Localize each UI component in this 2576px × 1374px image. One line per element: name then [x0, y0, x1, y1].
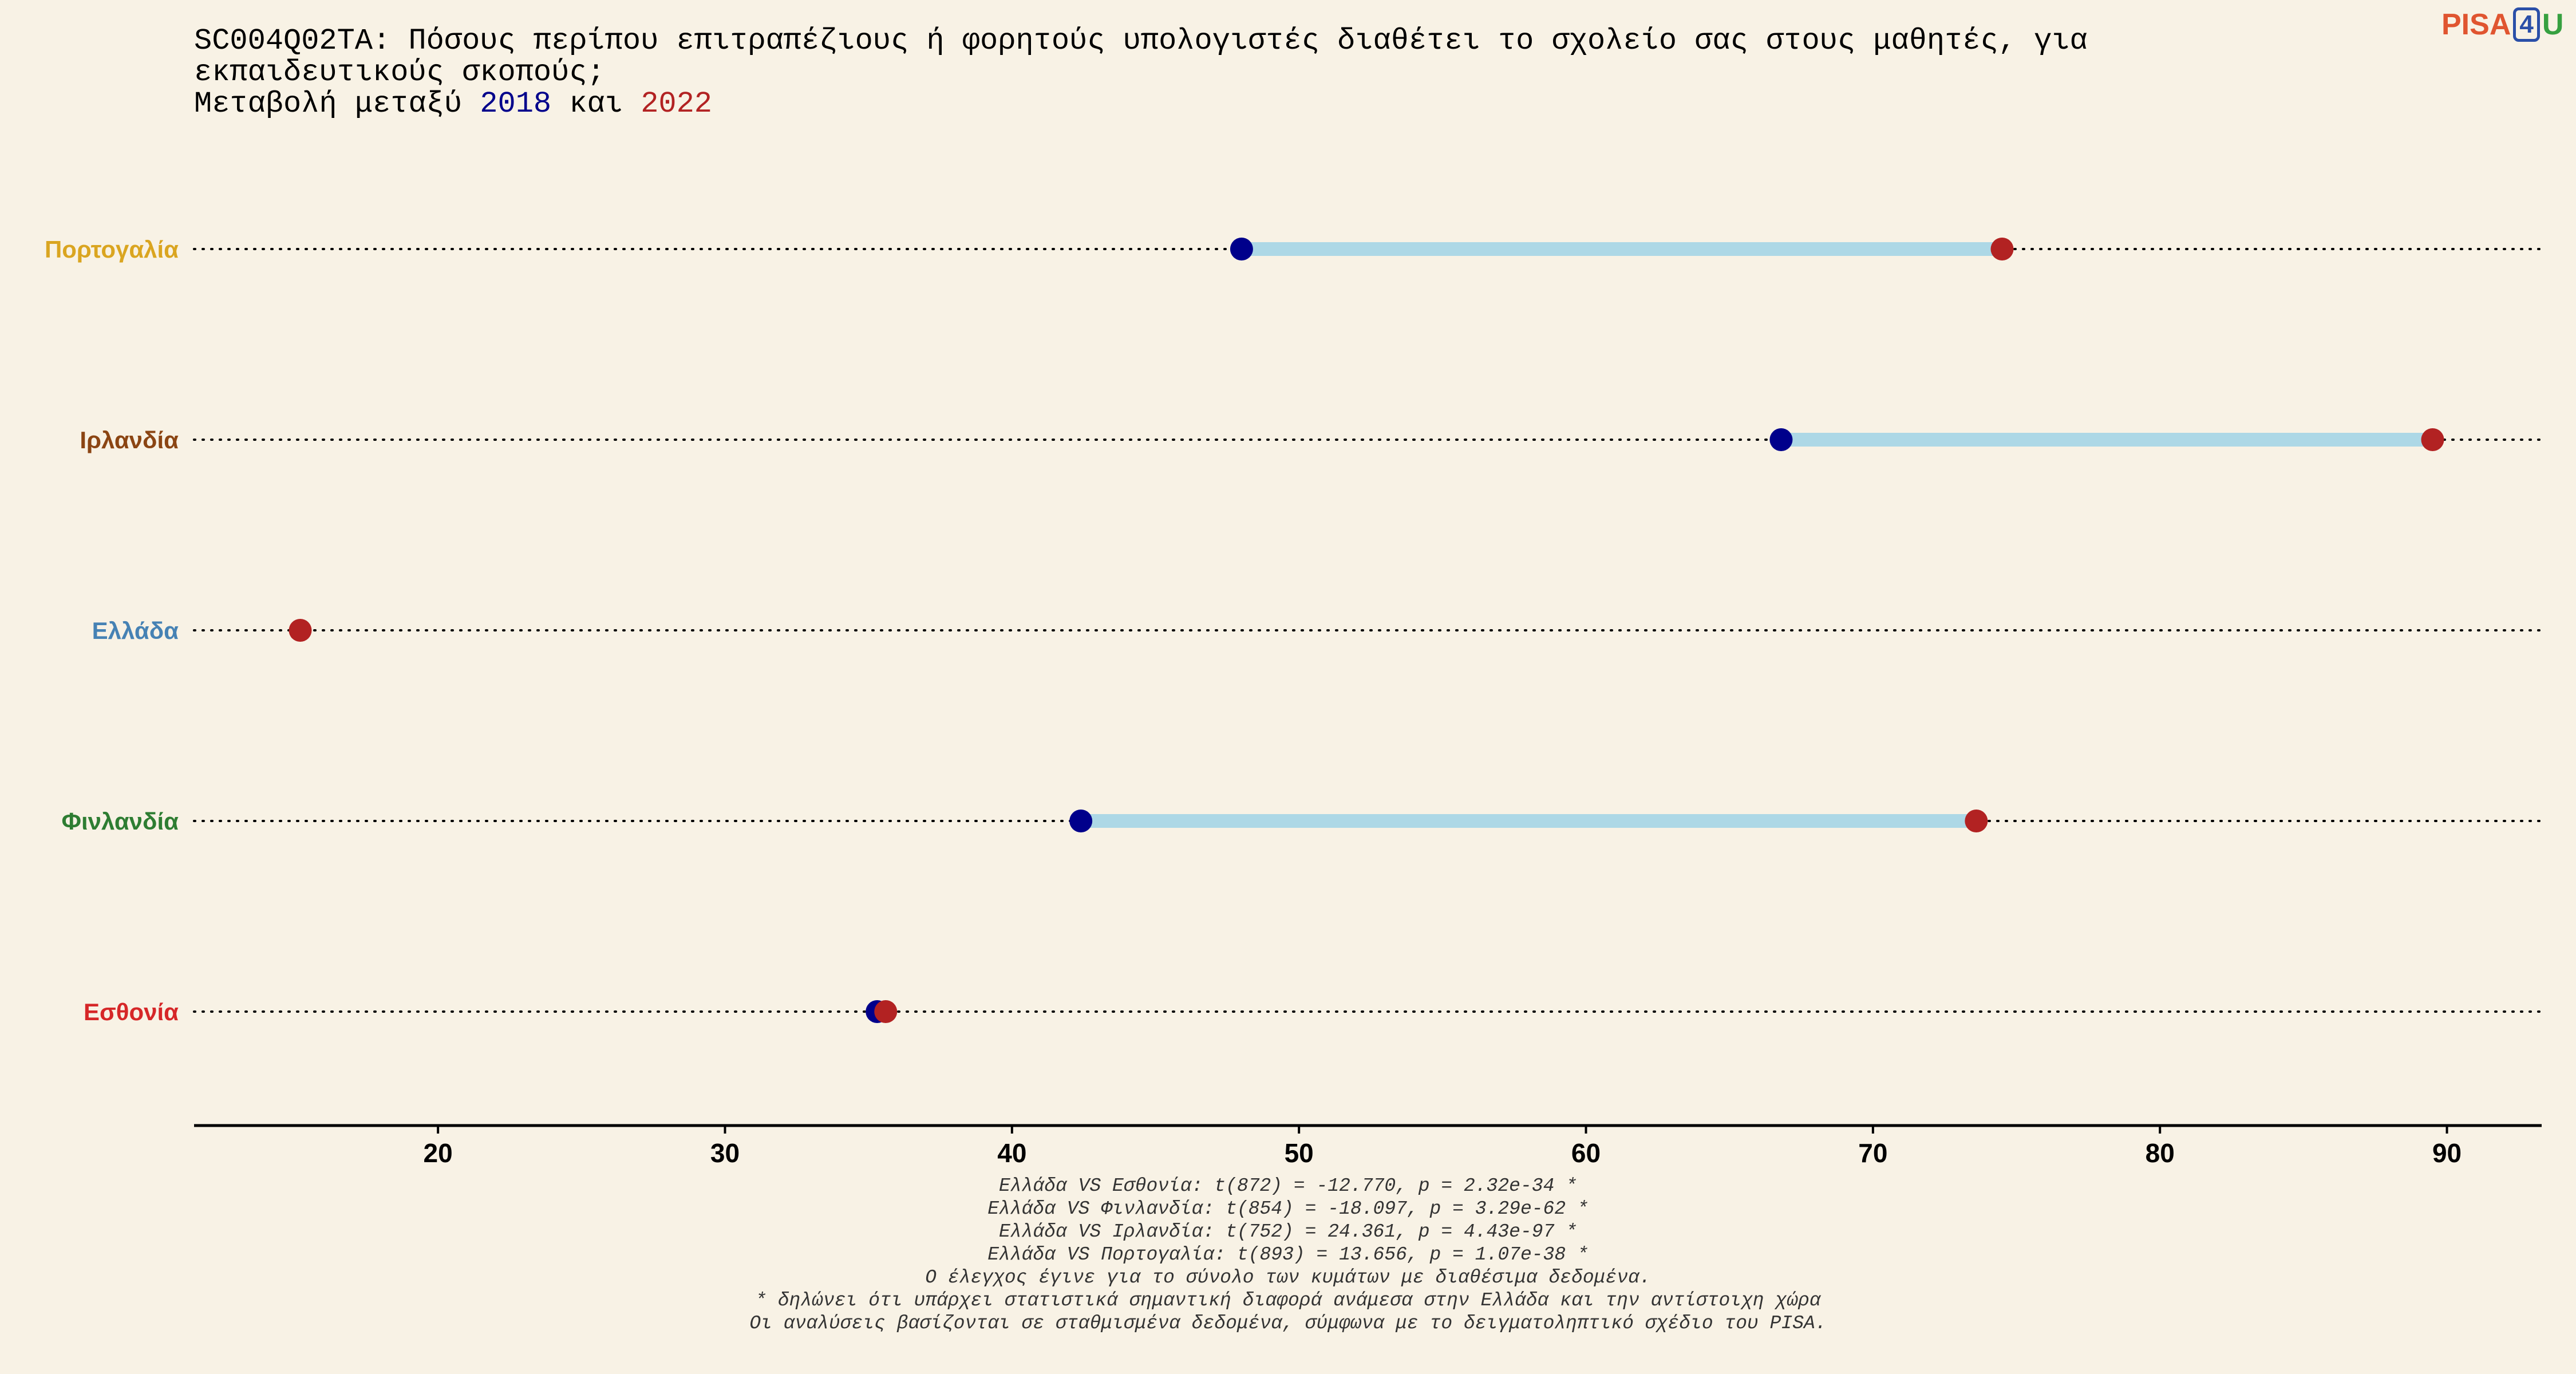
- category-label: Πορτογαλία: [45, 236, 179, 263]
- x-tick-label: 20: [424, 1138, 453, 1168]
- point-2022: [289, 619, 312, 642]
- category-label: Εσθονία: [84, 998, 179, 1025]
- title-prefix: Μεταβολή μεταξύ: [194, 87, 463, 121]
- title-conjunction: και: [569, 87, 623, 121]
- footnote-line: Ελλάδα VS Πορτογαλία: t(893) = 13.656, p…: [987, 1244, 1589, 1265]
- logo-four: 4: [2513, 7, 2540, 42]
- category-label: Ιρλανδία: [80, 427, 179, 453]
- x-tick-label: 60: [1571, 1138, 1601, 1168]
- footnote-line: * δηλώνει ότι υπάρχει στατιστικά σημαντι…: [755, 1290, 1821, 1311]
- footnote-line: Ελλάδα VS Εσθονία: t(872) = -12.770, p =…: [999, 1175, 1577, 1197]
- logo-u: U: [2542, 8, 2564, 41]
- footnote-line: Οι αναλύσεις βασίζονται σε σταθμισμένα δ…: [749, 1313, 1827, 1334]
- x-tick-label: 70: [1858, 1138, 1887, 1168]
- footnote-line: Ελλάδα VS Ιρλανδία: t(752) = 24.361, p =…: [999, 1221, 1577, 1242]
- category-label: Φινλανδία: [62, 808, 179, 835]
- point-2022: [2421, 428, 2444, 451]
- pisa4u-logo: PISA 4 U: [2441, 5, 2563, 45]
- title-year-2022: 2022: [641, 87, 713, 121]
- point-2018: [1230, 238, 1253, 260]
- logo-pisa: PISA: [2441, 8, 2511, 41]
- x-tick-label: 50: [1285, 1138, 1314, 1168]
- footnotes: Ελλάδα VS Εσθονία: t(872) = -12.770, p =…: [0, 1175, 2576, 1335]
- title-line-2: εκπαιδευτικούς σκοπούς;: [194, 56, 605, 89]
- x-tick-label: 30: [710, 1138, 740, 1168]
- x-tick-label: 40: [997, 1138, 1026, 1168]
- footnote-line: Ελλάδα VS Φινλανδία: t(854) = -18.097, p…: [987, 1198, 1589, 1219]
- point-2018: [1769, 428, 1793, 451]
- title-line-1: SC004Q02TA: Πόσους περίπου επιτραπέζιους…: [194, 24, 2088, 58]
- category-label: Ελλάδα: [92, 617, 179, 644]
- footnote-line: Ο έλεγχος έγινε για το σύνολο των κυμάτω…: [925, 1267, 1651, 1288]
- point-2022: [874, 1000, 898, 1023]
- chart-title: SC004Q02TA: Πόσους περίπου επιτραπέζιους…: [194, 25, 2427, 120]
- title-year-2018: 2018: [480, 87, 552, 121]
- title-line-3: Μεταβολή μεταξύ 2018 και 2022: [194, 88, 2427, 120]
- point-2022: [1990, 238, 2014, 260]
- point-2022: [1965, 810, 1988, 832]
- point-2018: [1069, 810, 1093, 832]
- x-tick-label: 80: [2146, 1138, 2175, 1168]
- x-tick-label: 90: [2432, 1138, 2462, 1168]
